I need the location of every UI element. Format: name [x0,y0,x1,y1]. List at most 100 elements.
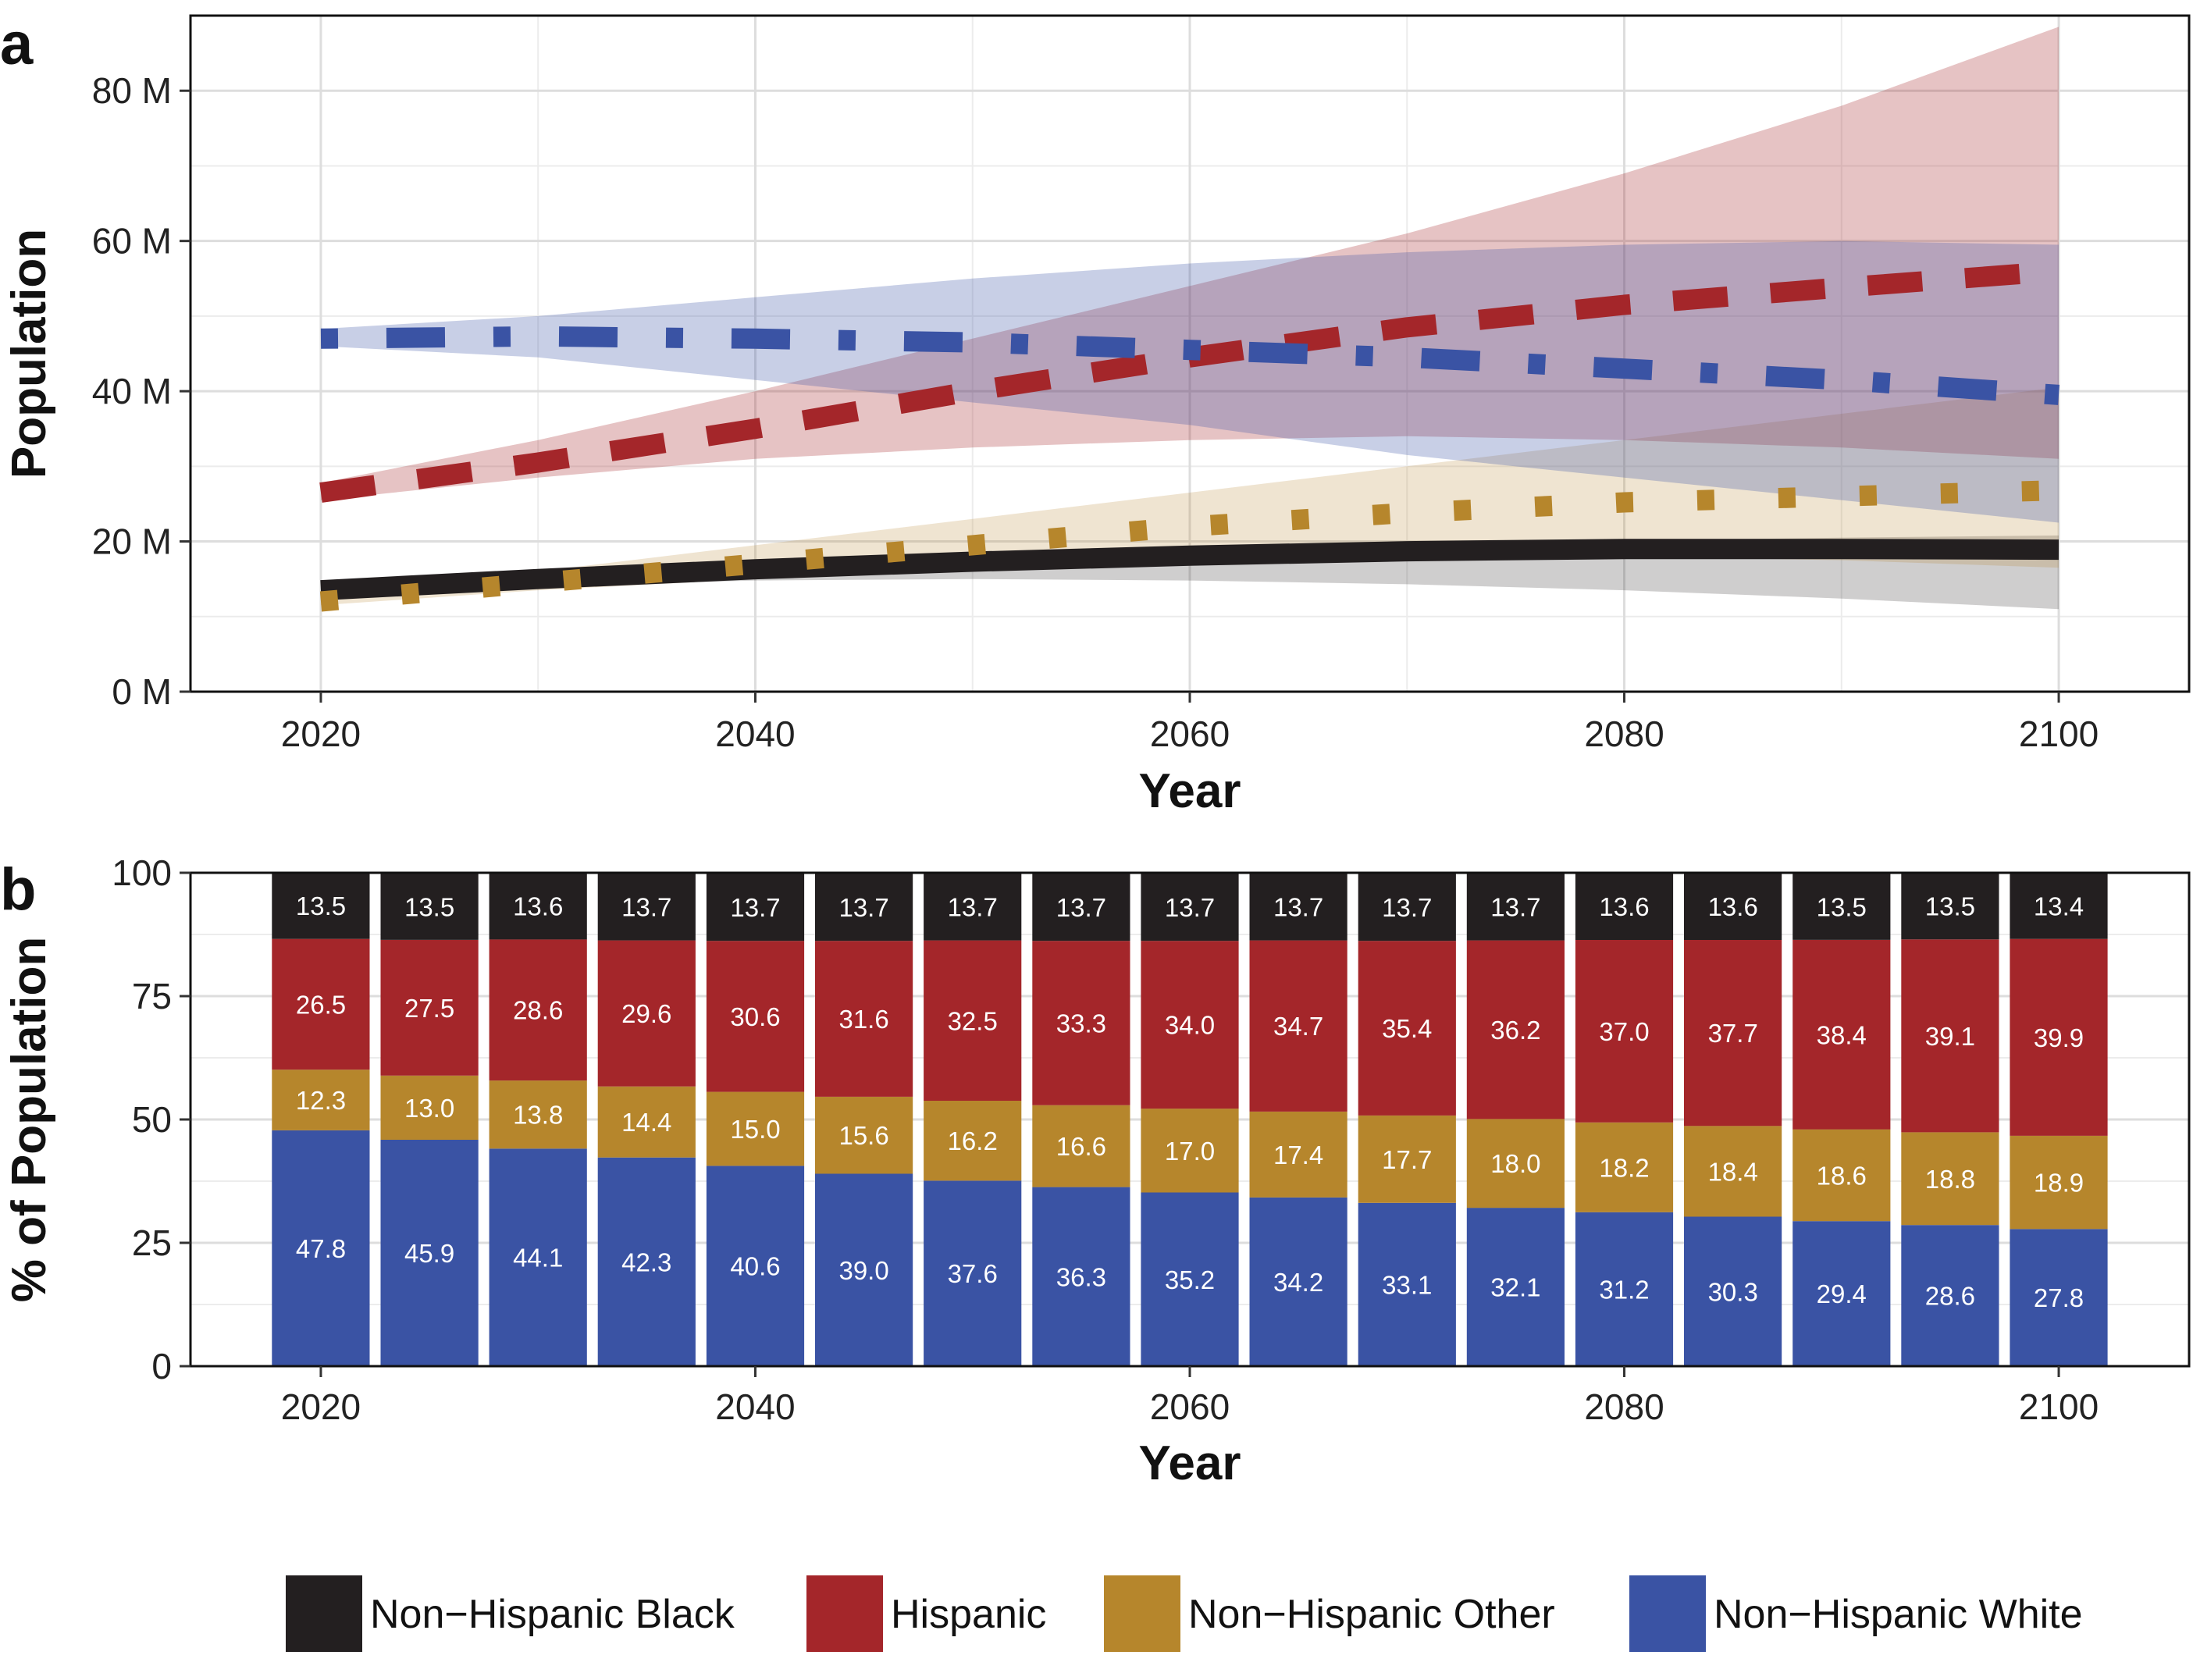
x-tick-label: 2040 [715,1386,795,1427]
bar-segment-nh_other [1901,1132,1999,1226]
y-tick-label: 60 M [92,221,172,262]
bar-segment-nh_white [1141,1192,1239,1366]
data-label-nh_black: 13.7 [1490,892,1540,921]
bar-segment-nh_white [1684,1216,1782,1366]
data-label-nh_other: 16.2 [948,1127,998,1155]
bar-segment-hispanic [1575,940,1674,1123]
data-label-nh_other: 17.0 [1165,1137,1215,1166]
data-label-nh_other: 13.0 [404,1094,454,1123]
bar-segment-nh_other [1466,1119,1565,1208]
bar-segment-nh_other [924,1101,1022,1181]
data-label-nh_other: 18.9 [2034,1169,2084,1198]
panel-a: a 0 M 20 M 40 M 60 M 80 M 2020 2040 2060 2080 2100… [0,11,2191,818]
bar-segment-hispanic [1141,941,1239,1109]
bar-segment-hispanic [1032,941,1130,1105]
bar-segment-nh_other [489,1080,587,1149]
data-label-nh_black: 13.6 [1599,892,1649,921]
y-tick-label: 100 [112,852,172,893]
x-tick-label: 2100 [2019,1386,2099,1427]
bar-segment-nh_white [924,1180,1022,1366]
data-label-nh_black: 13.7 [838,893,888,922]
bar-segment-nh_white [272,1130,370,1366]
bar-segment-nh_black [924,873,1022,941]
line-nh_black [320,539,2059,601]
bar-segment-nh_other [2010,1135,2108,1230]
data-label-nh_black: 13.5 [1817,892,1867,921]
data-label-nh_other: 15.6 [838,1121,888,1150]
bar-segment-hispanic [272,938,370,1070]
data-label-nh_black: 13.4 [2034,892,2084,920]
bar-segment-nh_white [1358,1202,1456,1366]
data-label-nh_white: 32.1 [1490,1273,1540,1302]
bar-segment-nh_black [1032,873,1130,941]
data-label-nh_other: 13.8 [513,1101,563,1130]
panel-a-label: a [0,11,34,77]
data-label-hispanic: 31.6 [838,1005,888,1034]
bar-segment-nh_black [1901,873,1999,940]
legend-label-nh_white: Non−Hispanic White [1714,1592,2083,1637]
x-axis-title: Year [1138,1436,1241,1490]
data-label-nh_white: 34.2 [1273,1268,1323,1297]
data-label-nh_white: 39.0 [838,1256,888,1285]
x-tick-label: 2060 [1150,714,1230,754]
bar-segment-nh_black [1466,873,1565,941]
data-label-nh_white: 35.2 [1165,1265,1215,1294]
data-label-nh_black: 13.7 [1382,893,1432,922]
bar-segment-nh_black [1792,873,1891,940]
legend-swatch-nh_white [1629,1575,1706,1652]
data-label-hispanic: 35.4 [1382,1014,1432,1043]
x-axis-title: Year [1138,764,1241,818]
data-label-hispanic: 27.5 [404,994,454,1023]
data-label-hispanic: 37.7 [1708,1019,1758,1048]
bar-segment-hispanic [924,940,1022,1101]
data-label-nh_other: 18.2 [1599,1153,1649,1182]
bar-segment-nh_other [815,1096,913,1174]
data-label-nh_white: 33.1 [1382,1270,1432,1299]
data-label-hispanic: 34.0 [1165,1011,1215,1040]
data-label-hispanic: 34.7 [1273,1012,1323,1041]
bar-segment-hispanic [1466,940,1565,1119]
bar-segment-hispanic [597,940,696,1087]
y-axis-title: % of Population [2,937,56,1302]
bar-segment-nh_white [1249,1197,1347,1366]
data-label-nh_other: 18.8 [1925,1165,1975,1194]
bar-segment-hispanic [1901,939,1999,1133]
data-label-nh_white: 42.3 [621,1248,671,1276]
data-label-nh_other: 15.0 [730,1115,780,1144]
bar-segment-hispanic [815,941,913,1097]
data-label-nh_other: 16.6 [1056,1132,1106,1161]
legend-swatch-nh_black [286,1575,362,1652]
y-tick-label: 50 [132,1099,172,1140]
data-label-nh_black: 13.7 [621,892,671,921]
y-axis-title: Population [2,229,56,479]
bar-segment-nh_black [489,872,587,940]
data-label-nh_other: 17.7 [1382,1145,1432,1174]
data-label-nh_black: 13.6 [1708,892,1758,921]
bar-segment-nh_black [1684,873,1782,940]
x-tick-label: 2080 [1584,1386,1664,1427]
data-label-nh_black: 13.7 [1273,892,1323,921]
data-label-nh_white: 30.3 [1708,1277,1758,1306]
bar-segment-nh_black [1358,873,1456,941]
x-tick-label: 2080 [1584,714,1664,754]
data-label-nh_white: 28.6 [1925,1282,1975,1311]
data-label-nh_white: 36.3 [1056,1262,1106,1291]
bar-segment-nh_black [597,873,696,941]
data-label-nh_black: 13.7 [730,893,780,922]
data-label-nh_black: 13.7 [948,892,998,921]
data-label-hispanic: 32.5 [948,1006,998,1035]
data-label-nh_white: 27.8 [2034,1283,2084,1312]
data-label-nh_black: 13.5 [1925,892,1975,921]
bar-segment-nh_black [2010,873,2108,939]
legend-label-hispanic: Hispanic [891,1592,1046,1637]
data-label-nh_other: 17.4 [1273,1141,1323,1169]
bar-segment-nh_other [1792,1129,1891,1222]
data-label-nh_black: 13.5 [404,892,454,921]
data-label-nh_black: 13.6 [513,892,563,920]
bar-segment-nh_other [1684,1126,1782,1217]
bar-segment-hispanic [380,940,479,1076]
data-label-hispanic: 39.1 [1925,1022,1975,1051]
bar-segment-nh_other [597,1086,696,1158]
x-tick-label: 2040 [715,714,795,754]
